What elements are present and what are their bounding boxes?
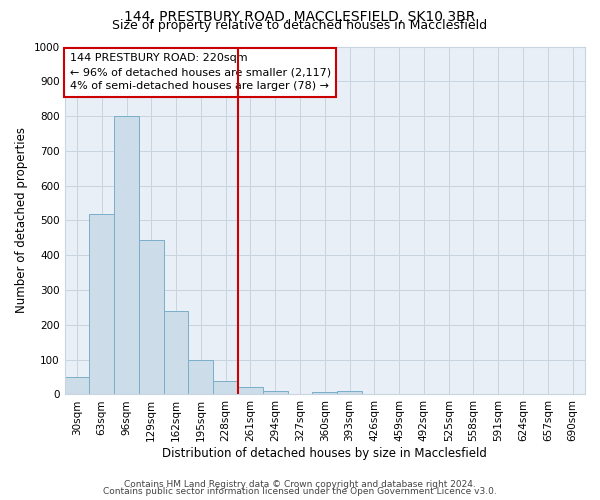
Bar <box>114 116 139 394</box>
Text: 144, PRESTBURY ROAD, MACCLESFIELD, SK10 3BR: 144, PRESTBURY ROAD, MACCLESFIELD, SK10 … <box>124 10 476 24</box>
Bar <box>188 360 213 394</box>
Bar <box>238 388 263 394</box>
Bar <box>164 311 188 394</box>
Bar <box>337 391 362 394</box>
X-axis label: Distribution of detached houses by size in Macclesfield: Distribution of detached houses by size … <box>163 447 487 460</box>
Text: Size of property relative to detached houses in Macclesfield: Size of property relative to detached ho… <box>112 19 488 32</box>
Bar <box>213 381 238 394</box>
Bar <box>313 392 337 394</box>
Bar <box>139 240 164 394</box>
Text: Contains public sector information licensed under the Open Government Licence v3: Contains public sector information licen… <box>103 487 497 496</box>
Bar <box>263 391 287 394</box>
Text: 144 PRESTBURY ROAD: 220sqm
← 96% of detached houses are smaller (2,117)
4% of se: 144 PRESTBURY ROAD: 220sqm ← 96% of deta… <box>70 54 331 92</box>
Text: Contains HM Land Registry data © Crown copyright and database right 2024.: Contains HM Land Registry data © Crown c… <box>124 480 476 489</box>
Y-axis label: Number of detached properties: Number of detached properties <box>15 128 28 314</box>
Bar <box>65 377 89 394</box>
Bar <box>89 214 114 394</box>
